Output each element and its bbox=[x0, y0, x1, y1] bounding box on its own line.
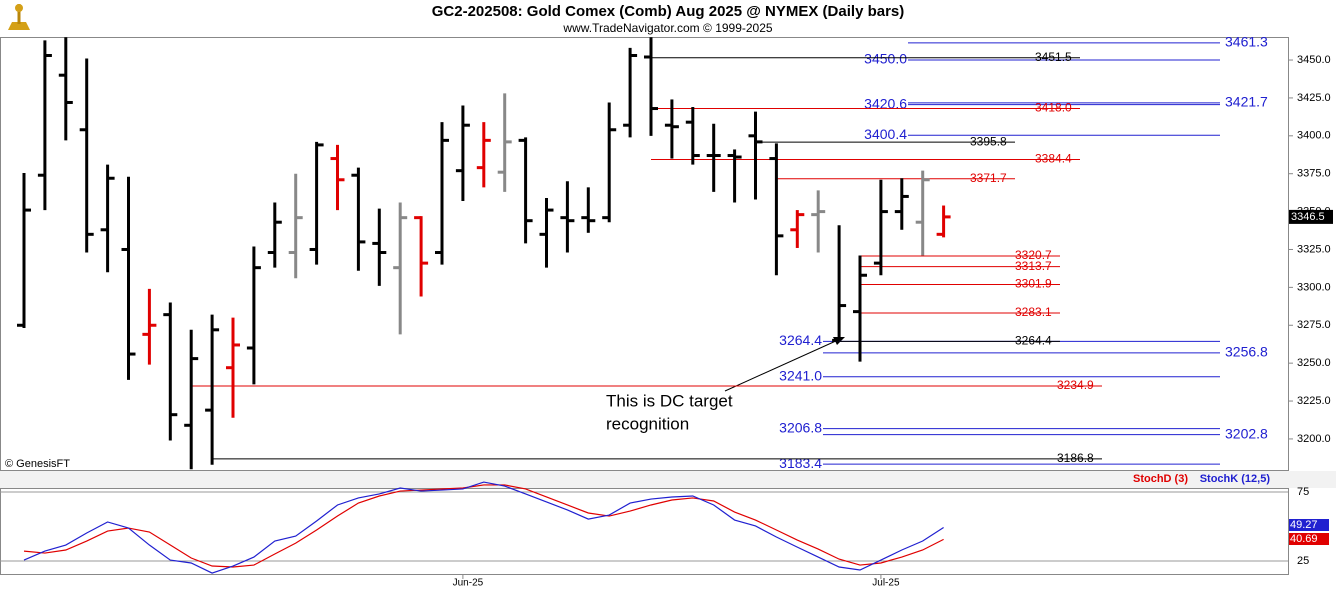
level-label: 3451.5 bbox=[1035, 50, 1072, 64]
header bbox=[0, 0, 1336, 37]
y-tick-label: 3225.0 bbox=[1297, 395, 1331, 407]
last-value-label: 49.27 bbox=[1290, 519, 1318, 531]
level-label: 3421.7 bbox=[1225, 94, 1268, 110]
legend-strip bbox=[0, 471, 1336, 488]
y-tick-label: 3200.0 bbox=[1297, 433, 1331, 445]
y-tick-label: 3250.0 bbox=[1297, 357, 1331, 369]
legend-entry: StochD (3) bbox=[1133, 473, 1188, 485]
last-price-box bbox=[1289, 209, 1333, 224]
y-tick-label: 3450.0 bbox=[1297, 54, 1331, 66]
level-label: 3371.7 bbox=[970, 171, 1007, 185]
level-label: 3450.0 bbox=[864, 51, 907, 67]
last-value-box bbox=[1289, 519, 1329, 531]
y-tick-label: 3425.0 bbox=[1297, 92, 1331, 104]
stoch-line bbox=[23, 484, 944, 568]
logo bbox=[8, 4, 30, 30]
level-label: 3301.9 bbox=[1015, 277, 1052, 291]
level-label: 3264.4 bbox=[779, 332, 822, 348]
chart-subtitle: www.TradeNavigator.com © 1999-2025 bbox=[562, 21, 772, 35]
level-label: 3234.9 bbox=[1057, 378, 1094, 392]
annotation-arrow bbox=[724, 339, 839, 392]
level-label: 3461.3 bbox=[1225, 34, 1268, 50]
y-tick-label: 75 bbox=[1297, 486, 1309, 498]
level-label: 3418.0 bbox=[1035, 101, 1072, 115]
level-label: 3313.7 bbox=[1015, 259, 1052, 273]
level-label: 3400.4 bbox=[864, 126, 907, 142]
level-label: 3256.8 bbox=[1225, 344, 1268, 360]
last-value-box bbox=[1289, 533, 1329, 545]
stoch-frame bbox=[0, 488, 1289, 575]
legend-entry: StochK (12,5) bbox=[1200, 473, 1271, 485]
y-tick-label: 3400.0 bbox=[1297, 130, 1331, 142]
price-frame bbox=[0, 37, 1289, 471]
level-label: 3206.8 bbox=[779, 419, 822, 435]
level-label: 3283.1 bbox=[1015, 305, 1052, 319]
level-label: 3384.4 bbox=[1035, 152, 1072, 166]
chart-title: GC2-202508: Gold Comex (Comb) Aug 2025 @… bbox=[432, 3, 905, 20]
level-label: 3395.8 bbox=[970, 134, 1007, 148]
annotation-line1: This is DC target bbox=[606, 391, 733, 410]
x-tick-label: Jun-25 bbox=[453, 578, 484, 589]
last-value-label: 40.69 bbox=[1290, 533, 1318, 545]
last-price-label: 3346.5 bbox=[1291, 211, 1325, 223]
level-label: 3320.7 bbox=[1015, 248, 1052, 262]
x-tick-label: Jul-25 bbox=[872, 578, 900, 589]
level-label: 3183.4 bbox=[779, 455, 822, 471]
level-label: 3420.6 bbox=[864, 95, 907, 111]
y-tick-label: 3375.0 bbox=[1297, 168, 1331, 180]
credit: © GenesisFT bbox=[5, 458, 70, 470]
stoch-line bbox=[23, 481, 944, 574]
annotation-line2: recognition bbox=[606, 414, 689, 433]
level-label: 3264.4 bbox=[1015, 333, 1052, 347]
level-label: 3186.8 bbox=[1057, 451, 1094, 465]
level-label: 3202.8 bbox=[1225, 425, 1268, 441]
y-tick-label: 25 bbox=[1297, 555, 1309, 567]
y-tick-label: 3300.0 bbox=[1297, 281, 1331, 293]
y-tick-label: 3325.0 bbox=[1297, 243, 1331, 255]
level-label: 3241.0 bbox=[779, 367, 822, 383]
y-tick-label: 3275.0 bbox=[1297, 319, 1331, 331]
